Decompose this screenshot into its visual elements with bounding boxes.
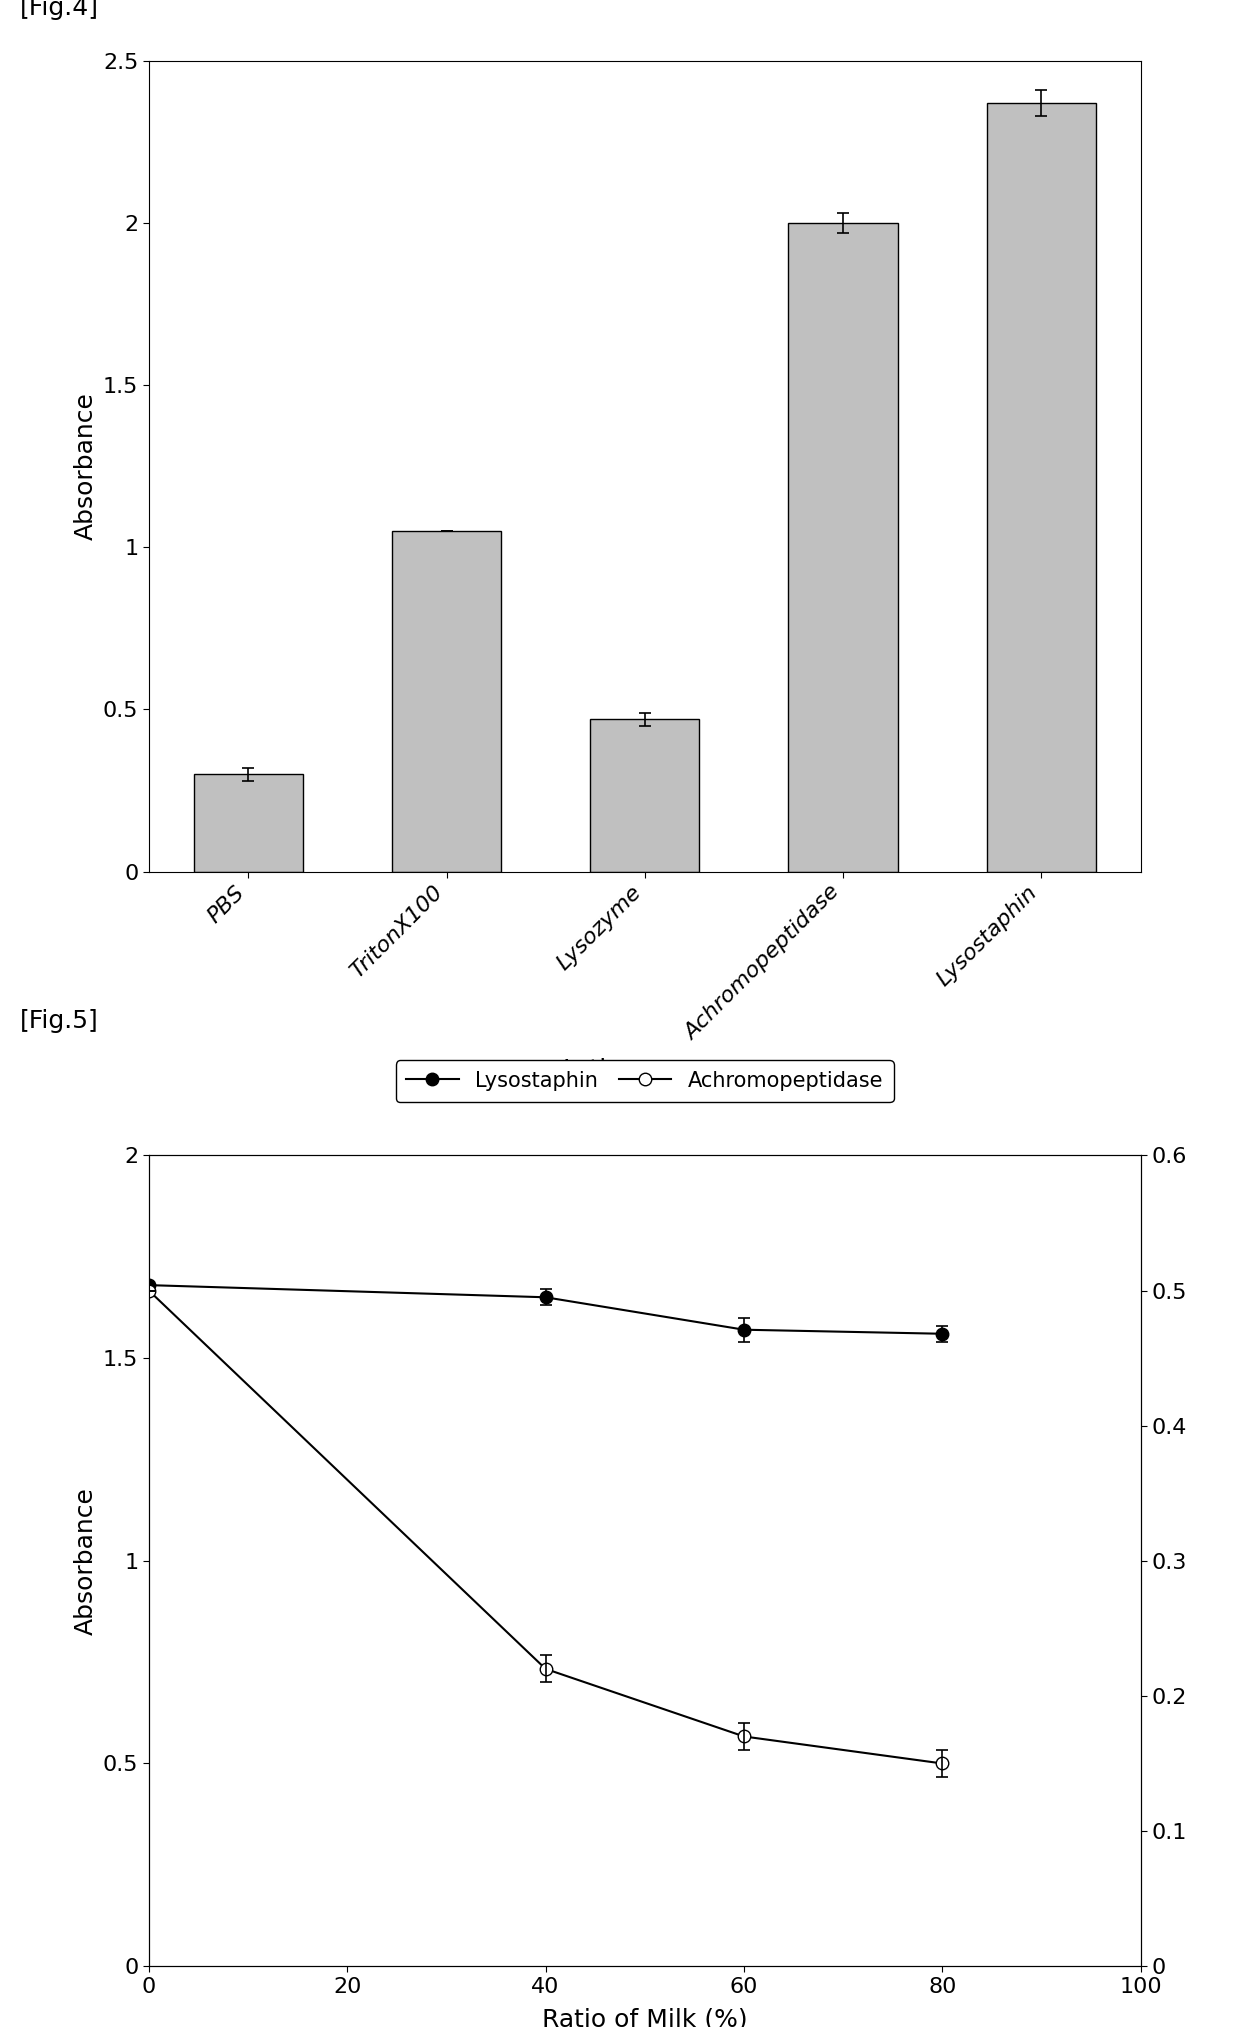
Lysostaphin xyxy=(737,1318,751,1342)
Lysostaphin xyxy=(935,1322,950,1346)
Bar xyxy=(392,531,501,872)
Y-axis label: Absorbance: Absorbance xyxy=(73,393,97,539)
Achromopeptidase xyxy=(141,1279,156,1303)
Bar xyxy=(987,103,1096,872)
Bar xyxy=(789,223,898,872)
Text: [Fig.4]: [Fig.4] xyxy=(20,0,99,20)
Achromopeptidase xyxy=(737,1725,751,1749)
Achromopeptidase xyxy=(935,1751,950,1776)
Legend: Lysostaphin, Achromopeptidase: Lysostaphin, Achromopeptidase xyxy=(396,1060,894,1103)
X-axis label: Ratio of Milk (%): Ratio of Milk (%) xyxy=(542,2007,748,2027)
Text: [Fig.5]: [Fig.5] xyxy=(20,1009,99,1034)
Bar xyxy=(590,720,699,872)
Achromopeptidase xyxy=(538,1656,553,1680)
Line: Lysostaphin: Lysostaphin xyxy=(143,1279,949,1340)
Lysostaphin xyxy=(141,1273,156,1297)
Line: Achromopeptidase: Achromopeptidase xyxy=(143,1285,949,1770)
Bar xyxy=(193,774,303,872)
Y-axis label: Absorbance: Absorbance xyxy=(73,1488,97,1634)
Lysostaphin xyxy=(538,1285,553,1309)
X-axis label: Lytic enzyme: Lytic enzyme xyxy=(563,1058,727,1082)
